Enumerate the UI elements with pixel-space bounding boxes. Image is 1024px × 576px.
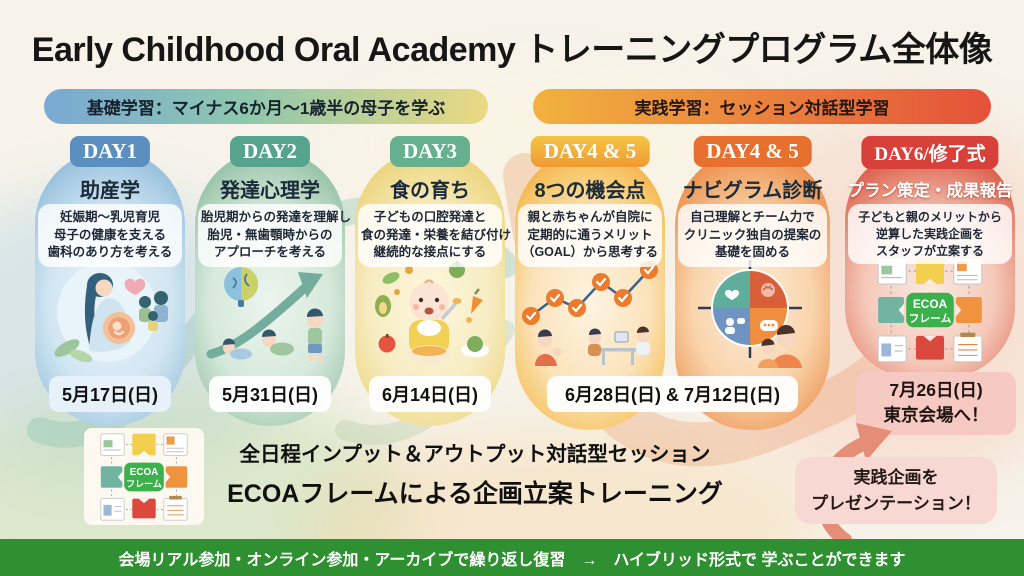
presentation-bubble-line2: プレゼンテーション！: [811, 493, 981, 513]
day2-desc-line2: 胎児・無歯顎時からの: [207, 227, 333, 242]
session-summary: 全日程インプット＆アウトプット対話型セッション ECOAフレームによる企画立案ト…: [210, 437, 740, 510]
day2-date: 5月31日(日): [208, 376, 332, 412]
day1-column: DAY1 助産学 妊娠期〜乳児育児 母子の健康を支える 歯科のあり方を考える 5…: [35, 136, 185, 446]
ecoa-mini-badge-line1: ECOA: [130, 467, 159, 478]
day6-column: DAY6/修了式 プラン策定・成果報告 子どもと親のメリットから 逆算した実践企…: [845, 136, 1015, 446]
day6-date: 7月26日(日) 東京会場へ！: [856, 372, 1016, 435]
day1-desc-line3: 歯科のあり方を考える: [47, 245, 173, 259]
mother-fetus-family-illustration: [54, 262, 168, 363]
ecoa-badge-line2: フレーム: [909, 312, 952, 325]
navigram-desc-line2: クリニック独自の提案の: [683, 227, 822, 242]
day2-desc-line3: アプローチを考える: [213, 245, 327, 259]
navigram-badge: DAY4 & 5: [693, 136, 812, 167]
day2-column: DAY2 発達心理学 胎児期からの発達を理解し 胎児・無歯顎時からの アプローチ…: [195, 136, 352, 446]
ecoa-mini-badge-line2: フレーム: [126, 478, 162, 488]
ecoa-badge-line1: ECOA: [913, 297, 948, 311]
day4-5-title: 8つの機会点: [534, 180, 646, 202]
day4-5-desc-line2: 定期的に通うメリット: [527, 227, 653, 242]
day2-title: 発達心理学: [220, 180, 320, 202]
checkpoint-chart-illustration: [522, 261, 658, 366]
day6-description: 子どもと親のメリットから 逆算した実践企画を スタッフが立案する: [848, 204, 1012, 265]
page-title: Early Childhood Oral Academy トレーニングプログラム…: [31, 31, 993, 69]
day6-desc-line3: スタッフが立案する: [875, 243, 984, 258]
ecoa-frame-icon: ECOA フレーム: [84, 428, 204, 525]
navigram-desc-line1: 自己理解とチーム力で: [690, 210, 815, 224]
day6-date-line1: 7月26日(日): [889, 380, 983, 400]
day1-description: 妊娠期〜乳児育児 母子の健康を支える 歯科のあり方を考える: [38, 204, 182, 267]
day1-desc-line1: 妊娠期〜乳児育児: [59, 210, 160, 224]
day6-desc-line1: 子どもと親のメリットから: [858, 210, 1002, 224]
presentation-bubble: 実践企画を プレゼンテーション！: [795, 457, 997, 524]
day3-title: 食の育ち: [390, 180, 470, 202]
session-summary-line2: ECOAフレームによる企画立案トレーニング: [227, 480, 723, 508]
day6-title: プラン策定・成果報告: [847, 182, 1013, 200]
day1-badge: DAY1: [69, 136, 151, 167]
day6-date-line2: 東京会場へ！: [883, 405, 989, 426]
navigram-quadrant-illustration: [697, 260, 802, 368]
day2-badge: DAY2: [229, 136, 311, 167]
footer-hybrid-banner: 会場リアル参加・オンライン参加・アーカイブで繰り返し復習 → ハイブリッド形式で…: [0, 539, 1024, 576]
navigram-desc-line3: 基礎を固める: [714, 245, 790, 259]
day4-5-desc-line3: （GOAL）から思考する: [521, 245, 659, 259]
day3-date: 6月14日(日): [368, 376, 492, 412]
day6-desc-line2: 逆算した実践企画を: [875, 226, 984, 241]
brain-development-illustration: [206, 267, 323, 361]
baby-eating-illustration: [375, 261, 489, 363]
day3-column: DAY3 食の育ち 子どもの口腔発達と 食の発達・栄養を結び付け 継続的な接点に…: [355, 136, 512, 446]
day4-5-combined-date: 6月28日(日) & 7月12日(日): [547, 376, 799, 412]
day3-desc-line2: 食の発達・栄養を結び付け: [361, 227, 512, 242]
basic-learning-banner: 基礎学習：マイナス6か月〜1歳半の母子を学ぶ: [44, 89, 488, 124]
day1-title: 助産学: [80, 180, 140, 202]
day4-5-badge: DAY4 & 5: [530, 136, 650, 167]
day3-desc-line3: 継続的な接点にする: [373, 245, 487, 259]
day1-date: 5月17日(日): [48, 376, 172, 412]
day4-5-desc-line1: 親と赤ちゃんが自院に: [527, 210, 653, 224]
session-summary-line1: 全日程インプット＆アウトプット対話型セッション: [239, 443, 711, 466]
day3-desc-line1: 子どもの口腔発達と: [373, 210, 487, 224]
ecoa-frame-diagram: ECOA フレーム: [877, 257, 983, 363]
day3-description: 子どもの口腔発達と 食の発達・栄養を結び付け 継続的な接点にする: [358, 204, 512, 267]
day4-5-description: 親と赤ちゃんが自院に 定期的に通うメリット （GOAL）から思考する: [518, 204, 662, 267]
day6-badge: DAY6/修了式: [861, 136, 999, 169]
ecoa-frame-mini-diagram: ECOA フレーム: [100, 432, 188, 521]
day3-badge: DAY3: [389, 136, 471, 167]
navigram-title: ナビグラム診断: [682, 180, 823, 202]
day2-description: 胎児期からの発達を理解し 胎児・無歯顎時からの アプローチを考える: [198, 204, 352, 267]
navigram-description: 自己理解とチーム力で クリニック独自の提案の 基礎を固める: [678, 204, 827, 267]
day2-desc-line1: 胎児期からの発達を理解し: [201, 210, 352, 224]
day1-desc-line2: 母子の健康を支える: [53, 227, 167, 242]
practice-learning-banner: 実践学習：セッション対話型学習: [533, 89, 991, 124]
presentation-bubble-line1: 実践企画を: [853, 468, 939, 487]
